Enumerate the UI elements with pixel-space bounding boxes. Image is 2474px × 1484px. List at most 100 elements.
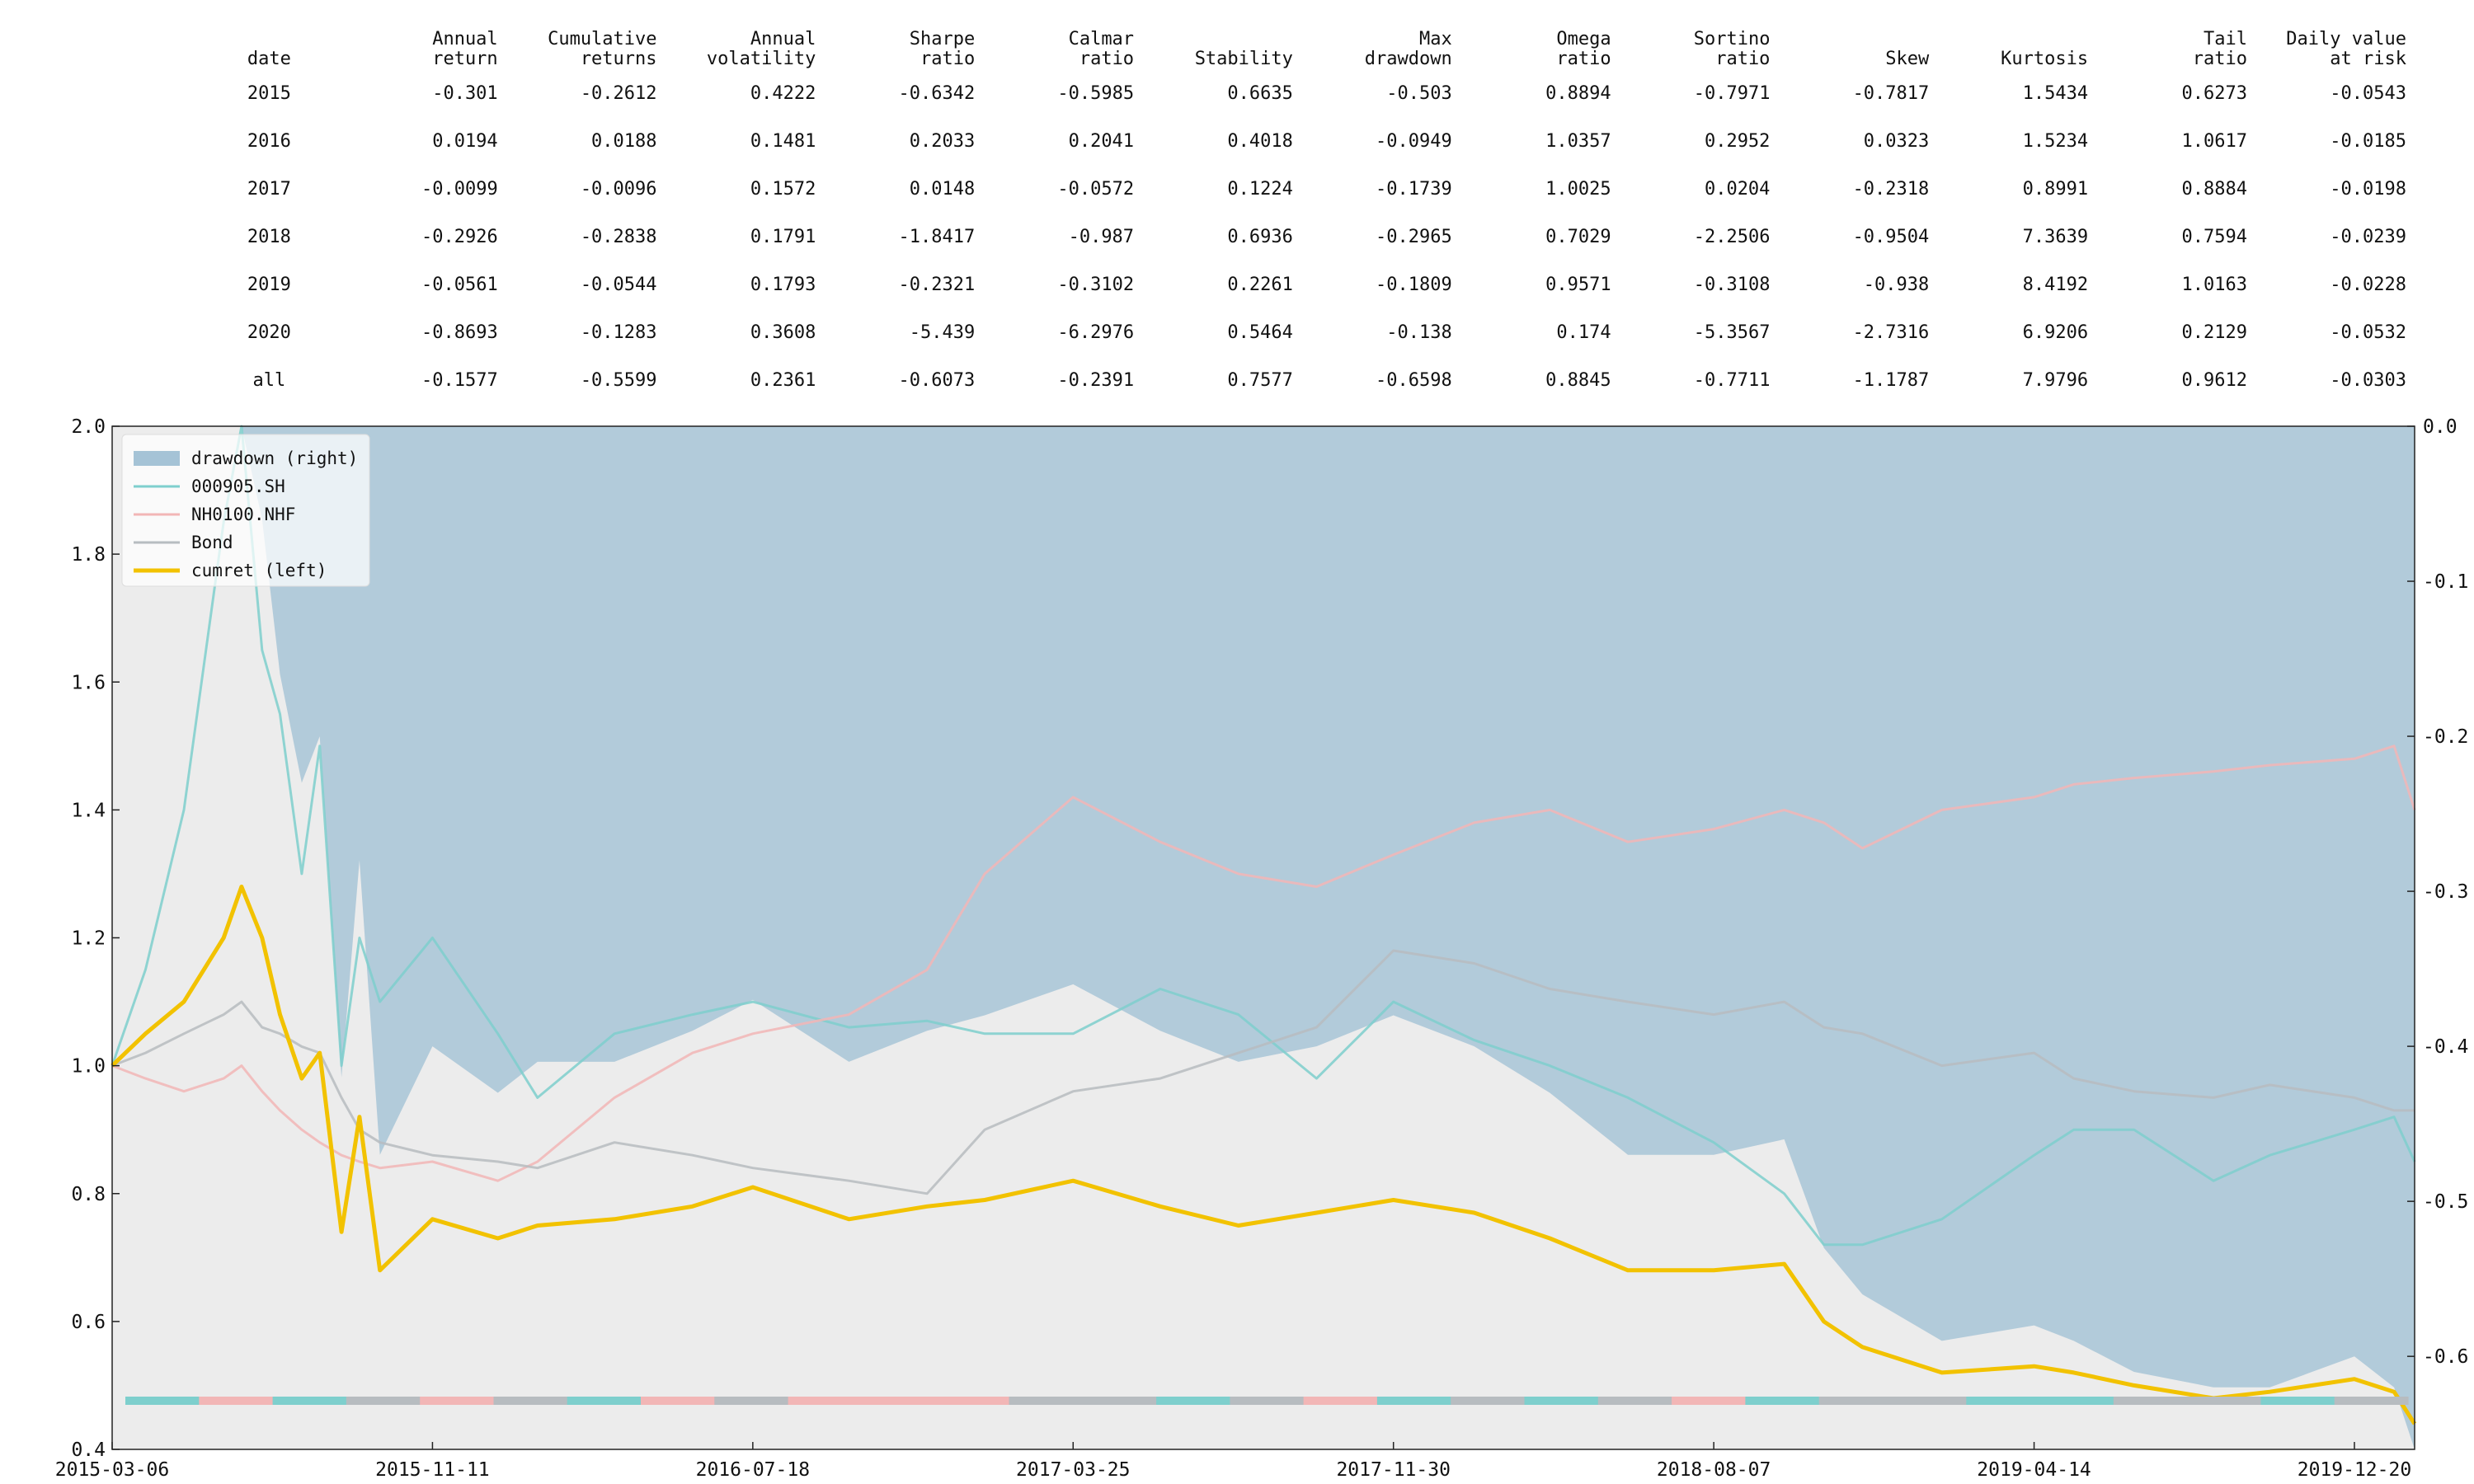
legend-label: drawdown (right)	[191, 448, 358, 468]
header-0: date	[190, 12, 349, 69]
header-line: Annual	[750, 29, 816, 49]
legend-label: Bond	[191, 533, 233, 552]
header-line: at risk	[2330, 49, 2406, 69]
regime-segment	[493, 1397, 568, 1405]
header-11: Kurtosis	[1939, 12, 2098, 69]
right-tick-label: -0.3	[2423, 881, 2468, 903]
table-cell: 0.8845	[1545, 369, 1611, 391]
regime-segment	[2039, 1397, 2114, 1405]
chart-legend: drawdown (right) 000905.SH NH0100.NHF Bond c…	[121, 434, 370, 587]
table-cell: -0.2391	[1057, 369, 1135, 391]
regime-segment	[1230, 1397, 1305, 1405]
table-cell: -0.138	[1386, 322, 1452, 343]
table-cell: -0.0185	[2330, 130, 2406, 152]
header-line: ratio	[1715, 49, 1771, 69]
header-line: Tail	[2203, 29, 2247, 49]
header-7: Max drawdown	[1303, 12, 1462, 69]
table-cell: 0.6273	[2181, 82, 2247, 104]
legend-box	[121, 434, 370, 587]
left-tick-label: 2.0	[71, 416, 106, 438]
header-line: return	[432, 49, 498, 69]
table-cell: 8.4192	[2022, 274, 2089, 295]
header-line: Stability	[1194, 49, 1293, 69]
x-tick-label: 2015-11-11	[375, 1459, 489, 1481]
regime-segment	[641, 1397, 715, 1405]
regime-segment	[125, 1397, 200, 1405]
x-tick-label: 2018-08-07	[1657, 1459, 1771, 1481]
table-cell: -0.0096	[580, 178, 657, 200]
left-tick-label: 1.4	[71, 800, 106, 821]
header-13: Daily value at risk	[2257, 12, 2416, 69]
header-line: ratio	[2192, 49, 2247, 69]
regime-segment	[1303, 1397, 1378, 1405]
table-cell: -0.5599	[580, 369, 657, 391]
table-row: 2018 -0.2926 -0.2838 0.1791 -1.8417 -0.987 0.6…	[190, 213, 2416, 261]
table-cell: 0.8991	[2022, 178, 2089, 200]
table-cell: -0.2321	[898, 274, 976, 295]
table-cell: 2015	[247, 82, 291, 104]
table-cell: 0.8894	[1545, 82, 1611, 104]
table-cell: -0.0228	[2330, 274, 2406, 295]
table-cell: 2019	[247, 274, 291, 295]
table-cell: -0.503	[1386, 82, 1452, 104]
table-cell: 0.2261	[1227, 274, 1293, 295]
table-cell: 1.5234	[2022, 130, 2089, 152]
table-row: 2020 -0.8693 -0.1283 0.3608 -5.439 -6.2976 0.5…	[190, 308, 2416, 356]
header-line: date	[247, 49, 291, 69]
table-cell: -0.987	[1068, 226, 1135, 247]
header-8: Omega ratio	[1462, 12, 1621, 69]
header-line: ratio	[1556, 49, 1611, 69]
table-cell: 0.0323	[1863, 130, 1930, 152]
x-tick-label: 2019-12-20	[2298, 1459, 2411, 1481]
header-2: Cumulative returns	[508, 12, 667, 69]
table-cell: -2.7316	[1852, 322, 1930, 343]
table-cell: -0.0198	[2330, 178, 2406, 200]
lines-layer	[111, 425, 2417, 1425]
header-line: Cumulative	[548, 29, 657, 49]
header-line: Kurtosis	[2001, 49, 2089, 69]
table-cell: 0.7029	[1545, 226, 1611, 247]
regime-segment	[420, 1397, 495, 1405]
table-cell: -5.3567	[1693, 322, 1771, 343]
header-10: Skew	[1780, 12, 1939, 69]
right-tick-label: 0.0	[2423, 416, 2458, 438]
left-tick-label: 1.6	[71, 672, 106, 693]
table-cell: -0.1577	[421, 369, 498, 391]
regime-segment	[1376, 1397, 1451, 1405]
x-tick-label: 2017-03-25	[1016, 1459, 1130, 1481]
regime-segment	[1745, 1397, 1820, 1405]
table-cell: 2016	[247, 130, 291, 152]
table-cell: 0.2361	[750, 369, 816, 391]
header-9: Sortino ratio	[1621, 12, 1780, 69]
regime-segment	[1893, 1397, 1967, 1405]
series-line-nh0100-nhf	[111, 744, 2416, 1182]
right-tick-label: -0.1	[2423, 571, 2468, 593]
table-cell: -5.439	[909, 322, 976, 343]
table-cell: -0.0239	[2330, 226, 2406, 247]
regime-segment	[2334, 1397, 2409, 1405]
table-row: 2016 0.0194 0.0188 0.1481 0.2033 0.2041 0.4018…	[190, 117, 2416, 165]
left-tick-label: 0.8	[71, 1184, 106, 1205]
regime-segment	[567, 1397, 642, 1405]
table-cell: 0.3608	[750, 322, 816, 343]
table-cell: 0.1791	[750, 226, 816, 247]
header-line: Max	[1419, 29, 1452, 49]
table-cell: 0.4222	[750, 82, 816, 104]
header-12: Tail ratio	[2098, 12, 2257, 69]
table-cell: 1.5434	[2022, 82, 2089, 104]
table-cell: -6.2976	[1057, 322, 1135, 343]
header-line: Omega	[1556, 29, 1611, 49]
table-row: 2017 -0.0099 -0.0096 0.1572 0.0148 -0.0572 0.1…	[190, 165, 2416, 213]
table-cell: 0.2033	[909, 130, 976, 152]
stats-table-body: 2015 -0.301 -0.2612 0.4222 -0.6342 -0.5985 0.6…	[190, 69, 2416, 404]
left-tick-label: 0.6	[71, 1312, 106, 1333]
x-tick-label: 2019-04-14	[1977, 1459, 2091, 1481]
header-line: Skew	[1885, 49, 1930, 69]
left-y-axis: 0.4 0.6 0.8 1.0 1.2 1.4 1.6 1.8 2.0	[71, 416, 120, 1461]
regime-segment	[1672, 1397, 1746, 1405]
regime-segment	[1966, 1397, 2041, 1405]
left-tick-label: 0.4	[71, 1439, 106, 1461]
table-cell: -0.3108	[1693, 274, 1771, 295]
table-cell: -0.7971	[1693, 82, 1771, 104]
table-row: 2019 -0.0561 -0.0544 0.1793 -0.2321 -0.3102 0.…	[190, 261, 2416, 308]
